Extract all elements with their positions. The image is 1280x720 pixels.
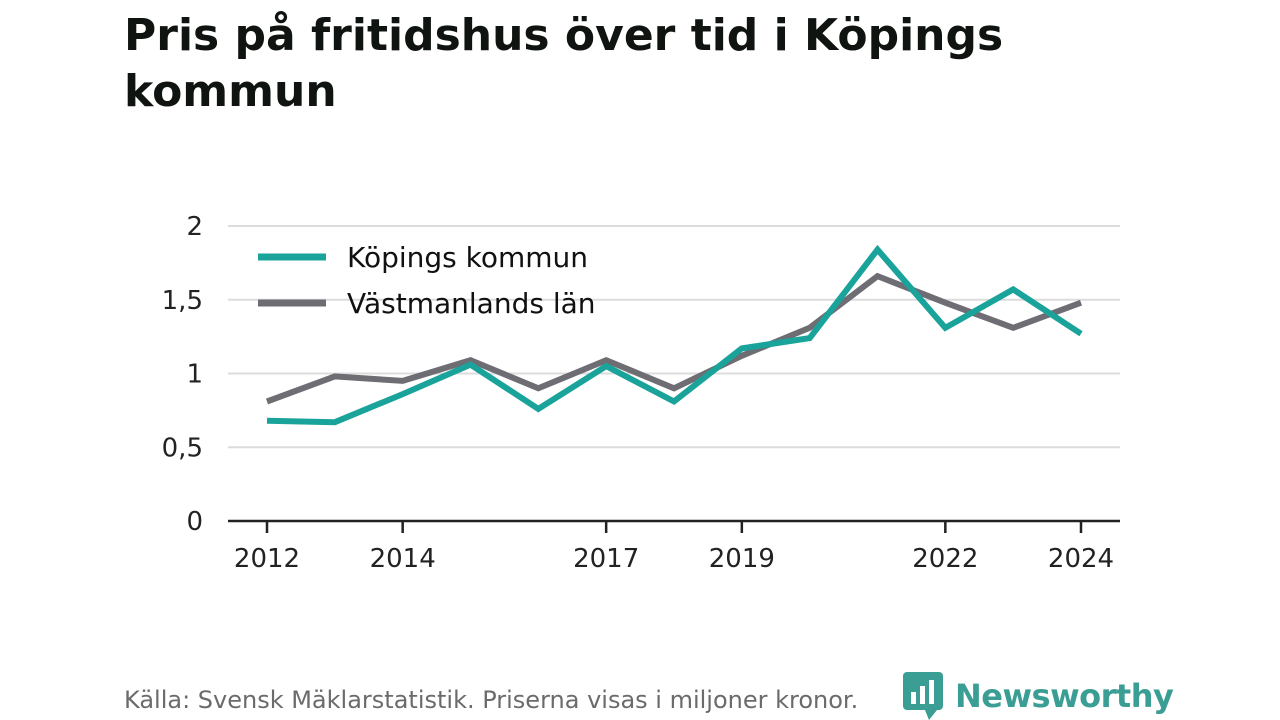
x-tick-label: 2017 — [573, 544, 639, 574]
y-axis-ticks: 0 0,5 1 1,5 2 — [162, 212, 203, 537]
x-axis: 2012 2014 2017 2019 2022 2024 — [228, 519, 1120, 574]
legend-label: Västmanlands län — [347, 287, 596, 320]
series-lines — [265, 244, 1083, 426]
legend-label: Köpings kommun — [347, 241, 588, 274]
series-line-vastmanlands-lan — [265, 272, 1083, 405]
line-chart: 0 0,5 1 1,5 2 2012 2014 2017 2019 2022 2024 Köpin… — [162, 212, 1120, 574]
x-tick-label: 2014 — [370, 544, 436, 574]
y-tick-label: 1 — [186, 360, 203, 390]
x-tick-label: 2019 — [709, 544, 775, 574]
brand-logo: Newsworthy — [903, 672, 1174, 720]
y-tick-label: 1,5 — [162, 286, 203, 316]
y-tick-label: 0 — [186, 507, 203, 537]
chart-title: Pris på fritidshus över tid i Köpings ko… — [124, 10, 1004, 117]
gridlines — [228, 225, 1120, 449]
x-tick-label: 2022 — [912, 544, 978, 574]
y-tick-label: 2 — [186, 212, 203, 242]
source-note: Källa: Svensk Mäklarstatistik. Priserna … — [124, 686, 859, 714]
y-tick-label: 0,5 — [162, 433, 203, 463]
brand-name: Newsworthy — [955, 677, 1174, 715]
bar-chart-speech-bubble-icon — [903, 672, 943, 720]
legend: Köpings kommun Västmanlands län — [258, 241, 596, 320]
series-line-kopings-kommun — [266, 244, 1083, 426]
x-tick-label: 2024 — [1048, 544, 1114, 574]
x-tick-label: 2012 — [234, 544, 300, 574]
